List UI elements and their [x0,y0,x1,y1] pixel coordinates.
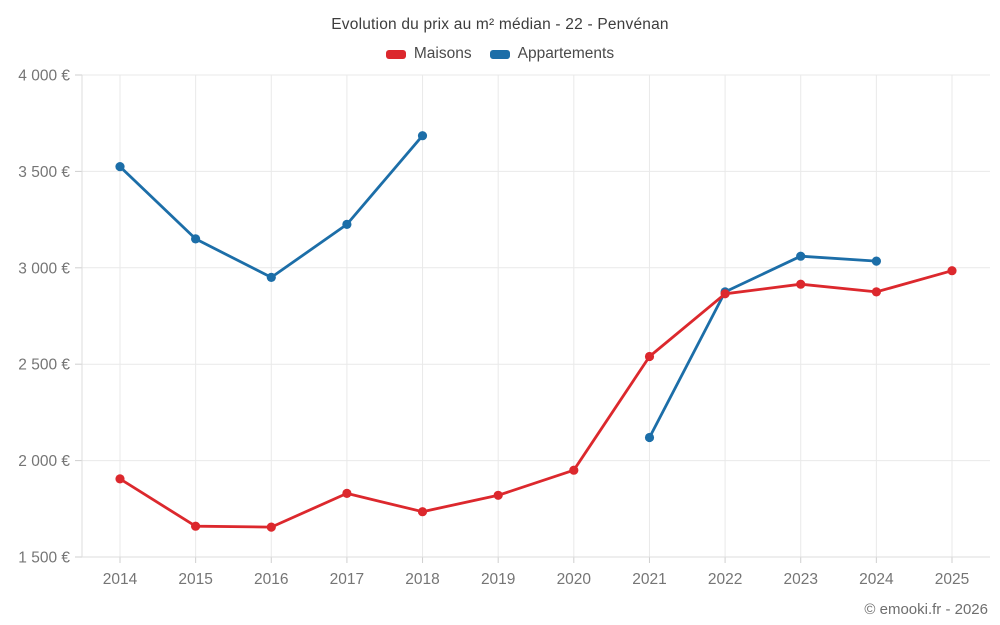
data-point-appartements-2021[interactable] [644,432,655,443]
data-point-maisons-2014[interactable] [115,474,125,484]
x-axis-label: 2024 [859,571,894,588]
data-point-maisons-2017[interactable] [342,488,352,498]
data-point-maisons-2024[interactable] [871,287,882,297]
x-axis-label: 2023 [783,571,817,588]
x-axis-label: 2020 [557,571,592,588]
y-axis-label: 2 000 € [18,453,70,470]
x-axis-label: 2014 [103,571,138,588]
legend-swatch-maisons-icon [385,49,406,59]
copyright-text: © emooki.fr - 2026 [864,601,988,618]
x-axis-label: 2018 [405,571,439,588]
data-point-appartements-2018[interactable] [417,131,428,141]
x-axis-label: 2015 [178,571,212,588]
x-axis-label: 2019 [481,571,515,588]
data-point-appartements-2017[interactable] [342,219,352,229]
y-axis-label: 1 500 € [18,550,70,567]
data-point-maisons-2018[interactable] [417,507,428,517]
data-point-maisons-2016[interactable] [266,522,276,532]
data-point-appartements-2014[interactable] [115,162,125,172]
data-point-maisons-2020[interactable] [569,465,579,475]
legend-label-appartements: Appartements [517,45,615,62]
data-point-appartements-2023[interactable] [796,251,806,261]
y-axis-label: 2 500 € [18,357,70,374]
data-point-appartements-2024[interactable] [871,256,882,266]
y-axis-label: 4 000 € [18,68,70,85]
legend-item-maisons[interactable]: Maisons [385,45,472,63]
data-point-maisons-2023[interactable] [796,279,806,289]
x-axis-label: 2022 [708,571,742,588]
series-line-maisons [118,269,954,529]
x-axis-label: 2025 [935,571,969,588]
x-axis-label: 2021 [632,571,666,588]
data-point-maisons-2021[interactable] [644,351,655,362]
data-point-appartements-2015[interactable] [191,234,201,244]
chart-legend: Maisons Appartements [0,45,1000,63]
y-axis-label: 3 000 € [18,260,70,277]
y-axis-label: 3 500 € [18,164,70,181]
data-point-appartements-2016[interactable] [266,272,276,282]
data-point-maisons-2019[interactable] [493,490,503,500]
x-axis-label: 2017 [330,571,364,588]
data-point-maisons-2025[interactable] [947,266,957,276]
data-point-maisons-2015[interactable] [191,521,201,531]
chart-title: Evolution du prix au m² médian - 22 - Pe… [331,16,669,33]
legend-item-appartements[interactable]: Appartements [489,45,615,63]
data-point-maisons-2022[interactable] [720,289,730,299]
x-axis-label: 2016 [254,571,288,588]
legend-swatch-appartements-icon [489,49,510,59]
legend-label-maisons: Maisons [413,45,472,62]
